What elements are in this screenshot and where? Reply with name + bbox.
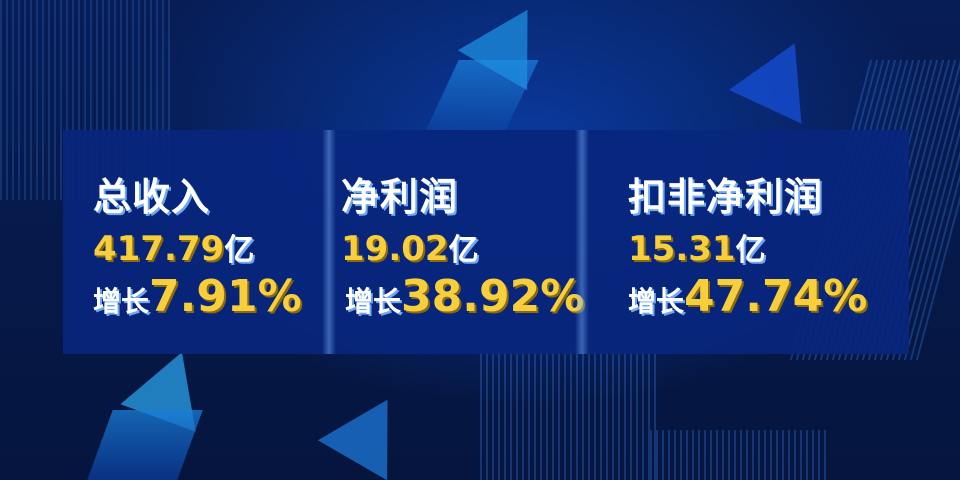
metric-title: 净利润 (341, 175, 459, 219)
growth-value: 47.74% (684, 271, 868, 322)
metric-revenue: 总收入 417.79亿 增长 7.91% (93, 166, 302, 322)
growth-label: 增长 (628, 285, 685, 318)
metrics-panel: 总收入 417.79亿 增长 7.91% 净利润 19.02亿 增长 38.92% … (63, 130, 909, 354)
metric-title: 扣非净利润 (628, 175, 824, 219)
decor-stripes (480, 350, 660, 480)
metric-title: 总收入 (93, 175, 211, 219)
metric-adjusted-net-profit: 扣非净利润 15.31亿 增长 47.74% (628, 166, 867, 322)
metric-unit: 亿 (448, 233, 479, 268)
growth-value: 7.91% (149, 271, 302, 322)
growth-value: 38.92% (401, 271, 585, 322)
metric-unit: 亿 (224, 233, 255, 268)
metric-value: 19.02 (341, 229, 449, 269)
decor-stripes (650, 430, 830, 480)
metric-unit: 亿 (735, 233, 766, 268)
growth-label: 增长 (93, 285, 150, 318)
metric-value: 15.31 (628, 229, 736, 269)
light-beam (575, 130, 589, 354)
metric-value: 417.79 (93, 229, 225, 269)
growth-label: 增长 (345, 285, 402, 318)
metric-net-profit: 净利润 19.02亿 增长 38.92% (341, 166, 584, 322)
light-beam (322, 130, 336, 354)
